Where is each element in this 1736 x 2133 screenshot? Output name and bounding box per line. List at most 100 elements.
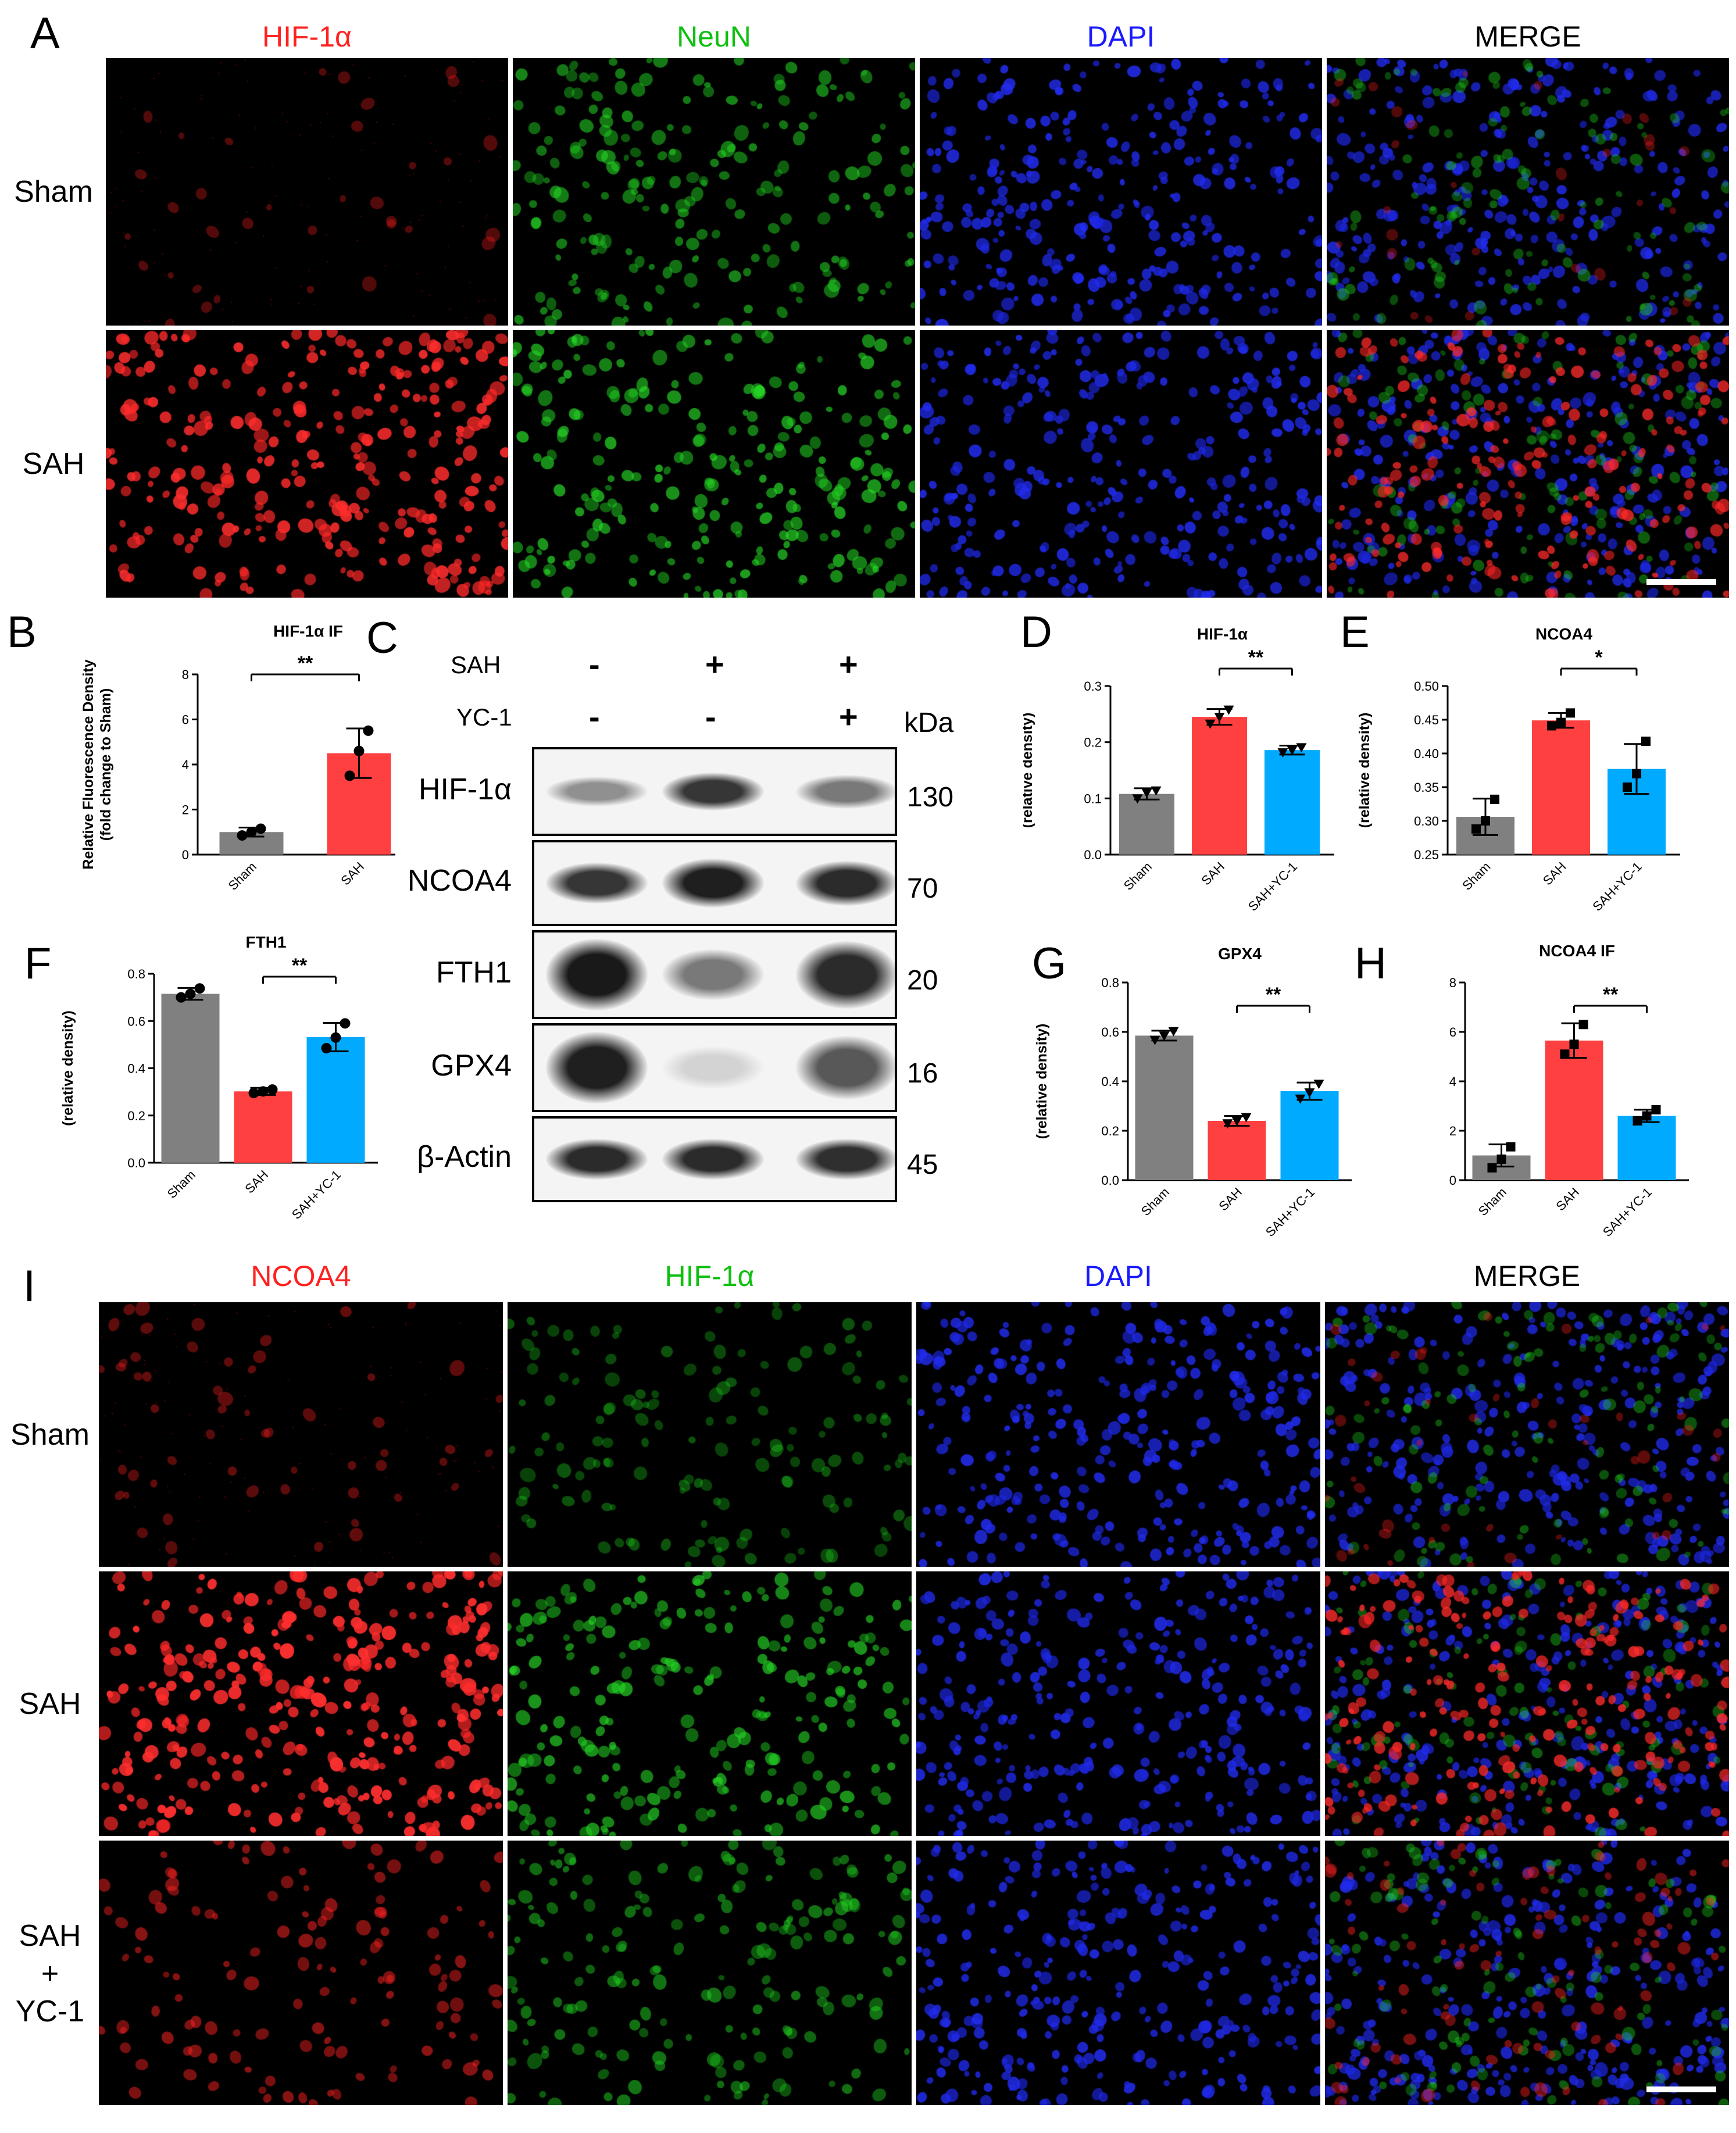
wb-blot-4	[532, 1116, 897, 1202]
wb-band-4-2	[796, 1139, 895, 1180]
panel-a-image-0-0	[106, 58, 508, 326]
chart-title: HIF-1α IF	[273, 622, 343, 640]
data-point	[248, 1088, 259, 1099]
wb-protein-label-1: NCOA4	[407, 864, 512, 898]
y-tick-label: 8	[1449, 976, 1456, 990]
panel-a-image-0-3	[1327, 58, 1729, 326]
data-point	[1471, 824, 1481, 834]
y-tick-label: 2	[182, 803, 189, 817]
y-axis-label: (relative density)	[1035, 1024, 1050, 1139]
y-axis-label: FTH1/β-Actin	[58, 1023, 59, 1114]
wb-treatment-sign-1-2: +	[839, 698, 858, 735]
wb-treatment-label-1: YC-1	[456, 703, 512, 731]
x-tick-label-1: SAH	[338, 859, 367, 888]
data-point	[185, 988, 196, 999]
chart-title: FTH1	[246, 933, 287, 951]
bar-2	[306, 1037, 365, 1163]
data-point	[1304, 1088, 1315, 1098]
data-point	[1277, 748, 1288, 758]
panel-a-row-label-0: Sham	[14, 175, 93, 209]
wb-band-4-0	[546, 1139, 648, 1180]
data-point	[1633, 1116, 1642, 1126]
wb-treatment-sign-1-0: -	[589, 698, 600, 735]
panel-i-image-1-2	[916, 1571, 1320, 1836]
y-tick-label: 0.3	[1084, 679, 1102, 694]
panel-a-column-title-2: DAPI	[1087, 20, 1155, 53]
data-point	[1223, 705, 1234, 715]
data-point	[1547, 721, 1556, 731]
y-tick-label: 0.6	[1101, 1025, 1119, 1039]
panel-a-scale-bar	[1646, 579, 1716, 585]
bar-2	[1265, 750, 1320, 855]
wb-kda-header: kDa	[904, 708, 954, 738]
y-tick-label: 0.6	[127, 1014, 145, 1028]
y-axis-label: Relative Fluorescence Density	[80, 659, 97, 869]
wb-treatment-sign-0-1: +	[705, 646, 724, 683]
wb-protein-label-3: GPX4	[431, 1048, 512, 1082]
x-tick-label-1: SAH	[1553, 1185, 1582, 1214]
bar-1	[1208, 1121, 1266, 1180]
y-tick-label: 0.0	[127, 1156, 145, 1170]
wb-kda-3: 16	[907, 1057, 938, 1089]
data-point	[363, 725, 374, 736]
bar-1	[234, 1091, 292, 1163]
panel-a-column-title-1: NeuN	[677, 20, 751, 53]
x-tick-label-0: Sham	[1138, 1185, 1172, 1219]
x-tick-label-0: Sham	[1459, 859, 1493, 893]
bar-0	[161, 994, 220, 1163]
panel-i-scale-bar	[1646, 2086, 1716, 2092]
panel-letter-i: I	[23, 1262, 36, 1311]
data-point	[1623, 783, 1632, 792]
y-axis-label: (fold change to Sham)	[98, 688, 114, 841]
panel-letter-e: E	[1340, 608, 1370, 657]
wb-band-2-0	[546, 938, 648, 1011]
y-tick-label: 6	[1449, 1025, 1456, 1039]
data-point	[1287, 746, 1298, 756]
wb-treatment-sign-0-0: -	[589, 646, 600, 683]
panel-a-image-0-1	[513, 58, 915, 326]
panel-letter-b: B	[7, 608, 37, 657]
wb-blot-2	[532, 930, 897, 1019]
panel-i-image-1-1	[508, 1571, 912, 1836]
data-point	[1490, 794, 1499, 804]
panel-i-image-0-1	[508, 1302, 912, 1567]
chart-title: HIF-1α	[1197, 625, 1248, 643]
panel-i-column-title-2: DAPI	[1084, 1260, 1152, 1292]
data-point	[1651, 1105, 1661, 1114]
panel-a-column-title-0: HIF-1α	[262, 20, 352, 53]
bar-2	[1280, 1091, 1339, 1180]
data-point	[1168, 1027, 1179, 1037]
data-point	[1566, 708, 1575, 718]
wb-band-0-1	[662, 772, 764, 811]
panel-a-row-label-1: SAH	[22, 447, 85, 481]
x-tick-label-1: SAH	[1540, 859, 1569, 888]
panel-a-image-1-0	[106, 330, 508, 598]
panel-a-image-1-2	[920, 330, 1322, 598]
y-tick-label: 0	[182, 848, 189, 862]
data-point	[1632, 769, 1641, 778]
wb-kda-4: 45	[907, 1149, 938, 1180]
panel-i-column-title-0: NCOA4	[251, 1260, 351, 1292]
y-tick-label: 0.0	[1101, 1173, 1119, 1188]
chart-e-ncoa4: NCOA4NCOA4/β-Actin(relative density)0.25…	[1355, 625, 1680, 914]
x-tick-label-0: Sham	[1121, 859, 1155, 893]
panel-i-image-2-0	[99, 1841, 503, 2105]
data-point	[1214, 713, 1225, 723]
panel-i-row-label-0: Sham	[10, 1417, 90, 1452]
panel-letter-g: G	[1032, 939, 1067, 988]
x-tick-label-0: Sham	[165, 1167, 198, 1201]
data-point	[1578, 1020, 1588, 1030]
x-tick-label-2: SAH+YC-1	[1245, 859, 1300, 914]
x-tick-label-0: Sham	[1476, 1185, 1509, 1219]
bar-1	[1532, 720, 1590, 855]
data-point	[1641, 737, 1651, 746]
y-tick-label: 0.2	[1101, 1124, 1119, 1138]
y-tick-label: 6	[182, 713, 189, 727]
wb-band-2-2	[796, 941, 895, 1009]
bar-1	[1545, 1040, 1603, 1180]
data-point	[340, 1018, 351, 1029]
y-tick-label: 0.8	[1101, 976, 1119, 990]
y-tick-label: 0	[1449, 1173, 1456, 1188]
y-tick-label: 0.40	[1414, 746, 1439, 761]
